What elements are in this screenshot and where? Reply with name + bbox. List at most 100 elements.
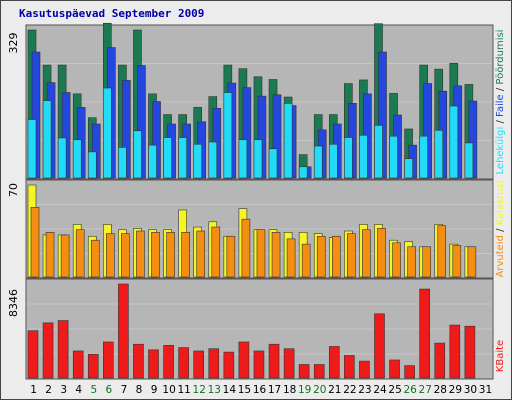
bar-arvuteid-day-16 [256,229,266,278]
bar-kbaite-day-4 [72,350,84,379]
legend-kbaite: KBaite [495,340,506,372]
bar-arvuteid-day-6 [106,233,115,278]
bar-kbaite-day-7 [118,283,129,379]
day-label-23: 23 [358,384,371,396]
bar-lehekülgi-day-5 [87,151,97,179]
bar-arvuteid-day-15 [241,218,251,278]
day-label-7: 7 [121,384,128,396]
bar-lehekülgi-day-17 [268,148,278,179]
day-label-30: 30 [464,384,477,396]
bar-lehekülgi-day-8 [133,130,142,179]
day-label-8: 8 [136,384,143,396]
bar-arvuteid-day-13 [211,226,221,278]
bar-arvuteid-day-17 [271,232,281,278]
bar-kbaite-day-17 [268,343,280,379]
bar-lehekülgi-day-14 [223,92,233,179]
bar-arvuteid-day-25 [392,242,401,278]
axis-max-label-middle: 70 [7,183,20,197]
day-label-4: 4 [75,384,82,396]
day-label-25: 25 [388,384,401,396]
axis-max-label-bottom: 8346 [7,289,20,317]
day-label-6: 6 [106,384,113,396]
bar-lehekülgi-day-26 [404,158,413,179]
bar-lehekülgi-day-7 [118,147,127,179]
bar-arvuteid-day-29 [452,245,462,278]
day-label-10: 10 [162,384,175,396]
bar-lehekülgi-day-6 [103,87,112,179]
legend-lehekülgi: Lehekülgi [495,127,506,175]
bar-lehekülgi-day-29 [449,105,459,179]
bar-lehekülgi-day-2 [42,100,52,179]
bar-kbaite-day-21 [328,346,340,379]
day-label-20: 20 [313,384,326,396]
bar-kbaite-day-2 [42,322,54,379]
bar-arvuteid-day-7 [121,233,130,278]
bar-lehekülgi-day-15 [238,139,248,179]
bar-arvuteid-day-1 [30,207,40,278]
bar-lehekülgi-day-3 [57,137,67,179]
bar-arvuteid-day-9 [151,232,160,278]
bar-kbaite-day-27 [419,288,430,379]
bar-lehekülgi-day-18 [283,103,293,179]
legend-top: Lehekülgi / Faile / Pöördumisi [495,30,506,175]
bar-kbaite-day-26 [404,365,415,379]
day-label-12: 12 [193,384,206,396]
legend-faile: Faile [495,94,506,117]
bar-kbaite-day-20 [313,364,325,379]
legend-separator: / [495,225,506,235]
bar-kbaite-day-5 [87,354,99,379]
bar-arvuteid-day-18 [286,238,296,278]
bar-lehekülgi-day-10 [163,137,172,179]
bar-lehekülgi-day-12 [193,143,203,179]
bar-arvuteid-day-30 [467,246,477,278]
bar-arvuteid-day-4 [75,229,85,278]
legend-bottom: KBaite [495,340,506,372]
bar-lehekülgi-day-27 [419,135,428,179]
bar-lehekülgi-day-20 [313,145,323,179]
bar-kbaite-day-10 [163,345,174,379]
bar-arvuteid-day-3 [60,234,70,278]
day-label-2: 2 [45,384,52,396]
bar-lehekülgi-day-21 [328,143,338,179]
day-label-14: 14 [223,384,237,396]
bar-kbaite-day-19 [298,364,310,379]
day-label-5: 5 [90,384,97,396]
bar-arvuteid-day-2 [45,232,55,278]
bar-kbaite-day-29 [449,324,461,379]
bar-arvuteid-day-24 [377,228,386,278]
bar-kbaite-day-18 [283,348,295,379]
day-label-1: 1 [30,384,37,396]
axis-max-label-top: 329 [7,33,20,54]
bar-arvuteid-day-11 [181,232,190,278]
day-label-26: 26 [403,384,417,396]
bar-arvuteid-day-10 [166,232,175,278]
bar-kbaite-day-30 [464,325,476,379]
day-label-22: 22 [343,384,356,396]
bar-lehekülgi-day-9 [148,144,157,179]
day-label-31: 31 [479,384,492,396]
day-label-28: 28 [434,384,447,396]
bar-lehekülgi-day-25 [389,135,398,179]
bar-kbaite-day-6 [103,341,114,379]
legend-separator: / [495,117,506,127]
legend-külastusi: Külastusi [495,181,506,226]
legend-separator: / [495,85,506,95]
bar-arvuteid-day-20 [316,235,326,278]
bar-kbaite-day-9 [148,349,159,379]
bar-lehekülgi-day-28 [434,130,444,179]
day-label-18: 18 [283,384,296,396]
day-label-27: 27 [419,384,432,396]
bar-kbaite-day-25 [389,359,400,379]
day-label-9: 9 [151,384,158,396]
day-label-13: 13 [208,384,221,396]
bar-kbaite-day-1 [27,330,39,379]
bar-lehekülgi-day-1 [27,119,37,179]
bar-arvuteid-day-12 [196,230,206,278]
day-label-17: 17 [268,384,281,396]
bar-arvuteid-day-27 [422,246,431,278]
bar-kbaite-day-16 [253,350,265,379]
day-label-3: 3 [60,384,67,396]
day-label-29: 29 [449,384,462,396]
